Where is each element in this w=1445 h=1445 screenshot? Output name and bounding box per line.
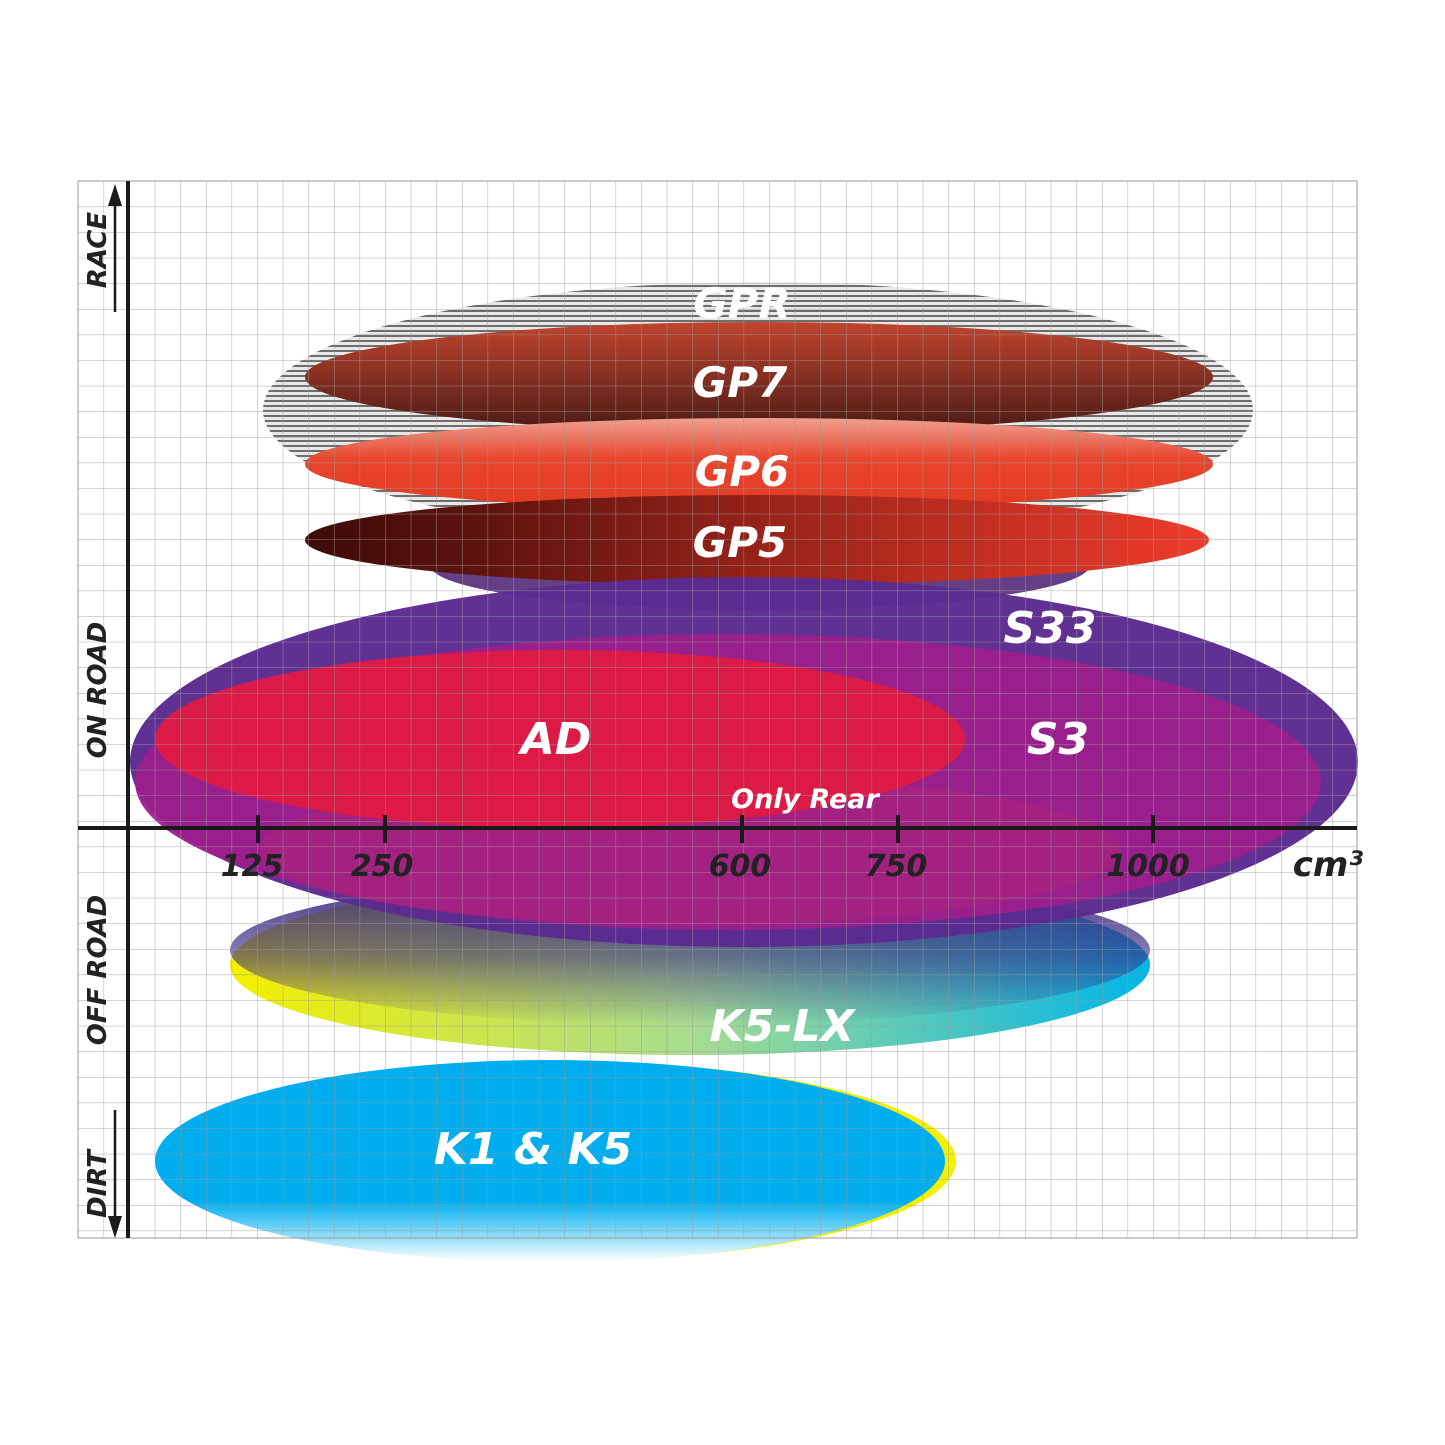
label-only-rear: Only Rear xyxy=(731,784,880,815)
tick-label-750: 750 xyxy=(865,849,928,884)
y-axis-arrows xyxy=(108,184,122,1238)
x-axis-unit: cm³ xyxy=(1293,845,1364,885)
y-label-on-road: ON ROAD xyxy=(83,622,113,759)
label-ad: AD xyxy=(518,714,592,765)
y-label-off-road: OFF ROAD xyxy=(83,895,113,1046)
y-label-race: RACE xyxy=(83,212,113,288)
label-gp6: GP6 xyxy=(695,447,789,496)
label-s3: S3 xyxy=(1027,714,1089,765)
label-k5lx: K5-LX xyxy=(710,1001,857,1052)
label-k1k5: K1 & K5 xyxy=(434,1124,632,1175)
x-axis-ticks xyxy=(256,815,1155,843)
label-gpr: GPR xyxy=(693,279,791,328)
tick-label-600: 600 xyxy=(709,849,772,884)
y-label-dirt: DIRT xyxy=(83,1148,113,1218)
tick-label-125: 125 xyxy=(221,849,284,884)
arrow-up-icon xyxy=(108,184,122,206)
label-s33: S33 xyxy=(1004,603,1097,654)
tick-label-250: 250 xyxy=(351,849,414,884)
tick-label-1000: 1000 xyxy=(1106,849,1190,884)
arrow-down-icon xyxy=(108,1216,122,1238)
grid xyxy=(78,181,1357,1238)
label-gp7: GP7 xyxy=(693,358,788,407)
label-gp5: GP5 xyxy=(693,518,787,567)
